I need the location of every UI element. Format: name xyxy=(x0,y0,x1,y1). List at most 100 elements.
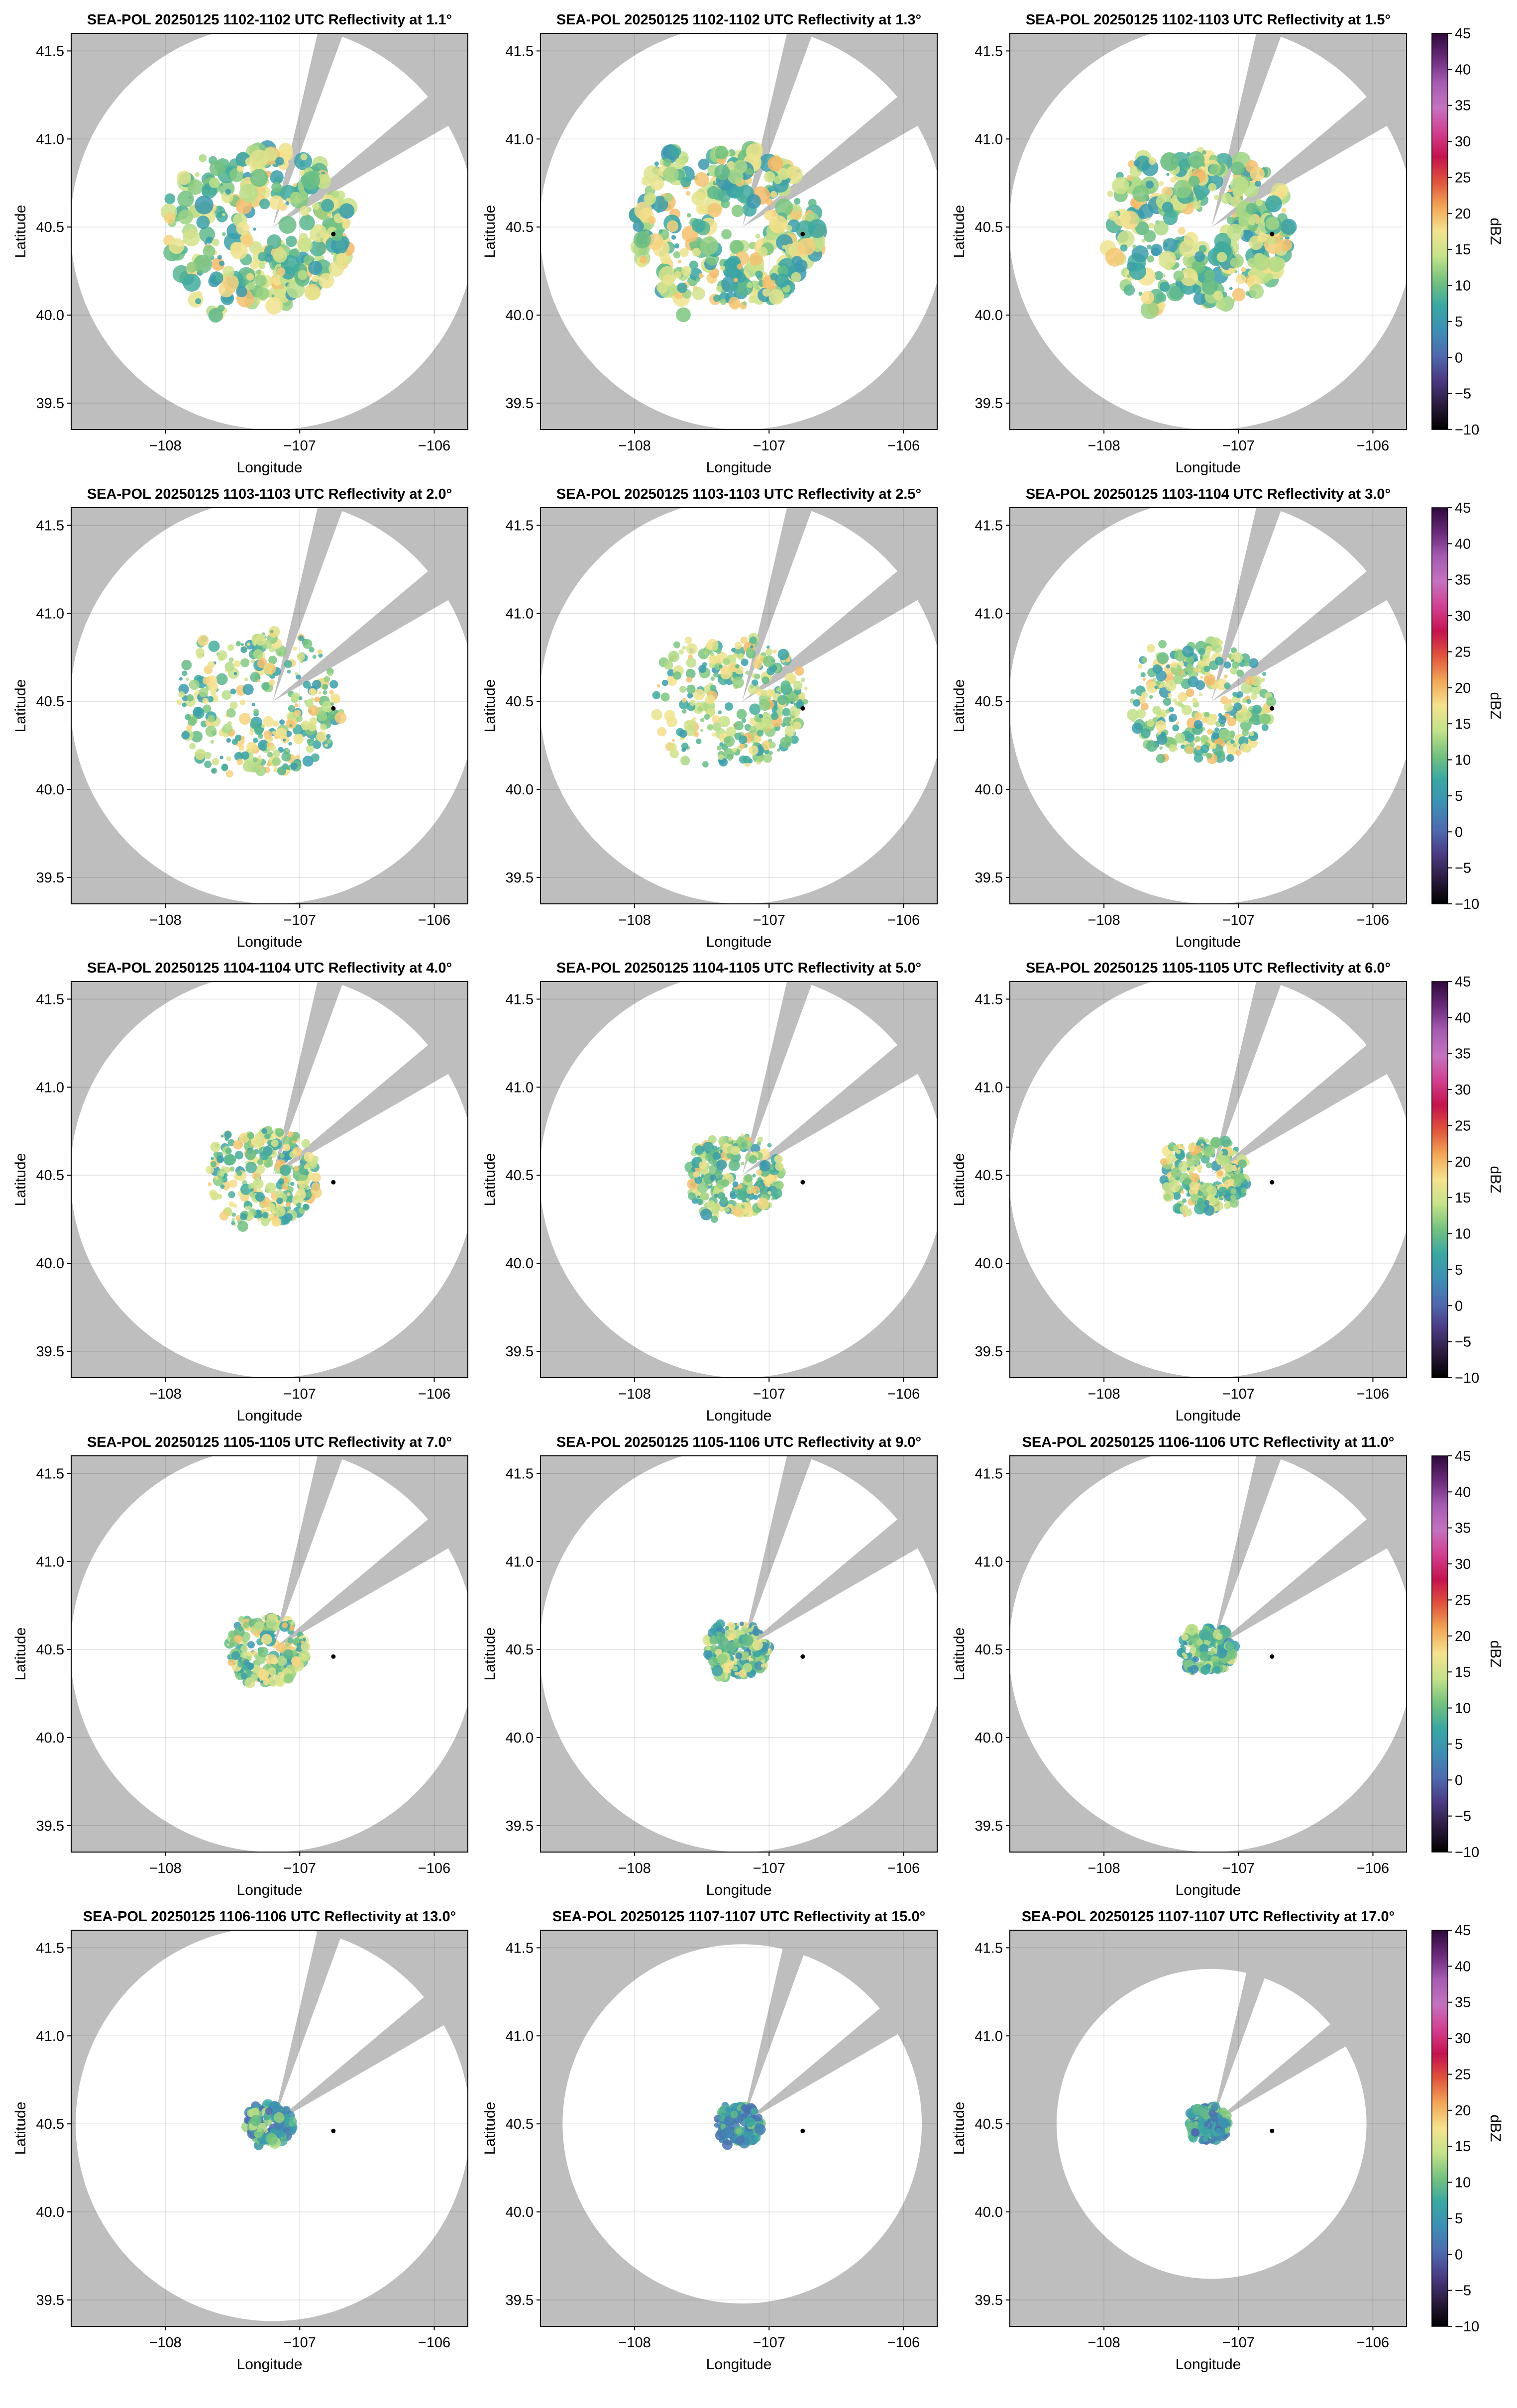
echo-cell xyxy=(227,1659,234,1666)
echo-cell xyxy=(1227,223,1244,241)
echo-cell xyxy=(690,719,696,725)
echo-cell xyxy=(1186,1158,1195,1167)
echo-cell xyxy=(1192,1656,1199,1663)
y-tick-label: 41.5 xyxy=(506,991,534,1007)
echo-cell xyxy=(1256,199,1263,207)
echo-cell xyxy=(286,1192,291,1197)
echo-cell xyxy=(289,724,293,728)
echo-cell xyxy=(1182,1198,1187,1203)
echo-cell xyxy=(252,757,258,763)
x-tick-label: −107 xyxy=(284,2335,316,2351)
echo-cell xyxy=(1216,1647,1227,1658)
echo-cell xyxy=(1173,1192,1181,1200)
echo-cell xyxy=(1158,640,1167,649)
echo-cell xyxy=(1220,696,1229,705)
echo-cell xyxy=(222,275,239,291)
echo-cell xyxy=(769,1166,774,1170)
echo-cell xyxy=(1152,706,1161,715)
x-tick-label: −106 xyxy=(1357,1386,1389,1402)
echo-cell xyxy=(725,2107,730,2112)
echo-cell xyxy=(223,1173,228,1178)
echo-cell xyxy=(774,707,778,710)
x-axis-label: Longitude xyxy=(706,2356,772,2373)
echo-cell xyxy=(671,235,676,240)
y-axis-label: Latitude xyxy=(482,1628,498,1681)
echo-cell xyxy=(202,697,209,704)
echo-cell xyxy=(712,732,716,737)
echo-cell xyxy=(657,684,660,688)
echo-cell xyxy=(271,1133,276,1138)
axes-frame xyxy=(71,507,468,904)
echo-cell xyxy=(237,1220,248,1232)
echo-cell xyxy=(700,236,719,255)
panel-title: SEA-POL 20250125 1102-1102 UTC Reflectiv… xyxy=(556,12,921,28)
echo-cell xyxy=(1224,1163,1234,1173)
echo-cell xyxy=(749,636,757,645)
echo-cell xyxy=(696,188,708,200)
echo-cell xyxy=(227,1139,235,1147)
x-axis-label: Longitude xyxy=(237,1408,303,1424)
echo-cell xyxy=(230,242,248,260)
echo-cell xyxy=(247,1662,254,1670)
echo-cell xyxy=(1192,2128,1200,2137)
radar-panel: SEA-POL 20250125 1107-1107 UTC Reflectiv… xyxy=(951,1909,1407,2373)
echo-cell xyxy=(1206,729,1213,735)
echo-cell xyxy=(270,170,284,184)
y-tick-label: 41.0 xyxy=(975,1080,1003,1095)
echo-cell xyxy=(647,216,656,224)
x-tick-label: −108 xyxy=(149,2335,181,2351)
echo-cell xyxy=(764,171,775,183)
y-tick-label: 41.5 xyxy=(975,43,1003,59)
echo-cell xyxy=(1261,724,1269,731)
reflectivity-echo xyxy=(651,633,808,767)
echo-cell xyxy=(221,191,233,204)
x-tick-label: −107 xyxy=(1222,912,1255,928)
echo-cell xyxy=(712,645,719,651)
y-tick-label: 41.5 xyxy=(36,518,64,534)
y-tick-label: 41.0 xyxy=(506,131,534,147)
echo-cell xyxy=(210,1161,217,1168)
echo-cell xyxy=(730,2110,738,2119)
echo-cell xyxy=(680,176,691,188)
echo-cell xyxy=(266,1217,272,1223)
echo-cell xyxy=(1169,706,1174,712)
echo-cell xyxy=(662,274,674,286)
echo-cell xyxy=(297,1138,301,1141)
echo-cell xyxy=(731,205,744,218)
echo-cell xyxy=(687,213,691,218)
echo-cell xyxy=(1216,252,1227,262)
echo-cell xyxy=(208,308,223,323)
echo-cell xyxy=(748,1190,753,1195)
echo-cell xyxy=(745,2117,755,2127)
echo-cell xyxy=(735,2128,742,2134)
echo-cell xyxy=(183,273,201,292)
x-tick-label: −107 xyxy=(1222,438,1255,454)
echo-cell xyxy=(705,694,715,705)
radar-panel: SEA-POL 20250125 1107-1107 UTC Reflectiv… xyxy=(482,1909,938,2373)
echo-cell xyxy=(1244,1174,1248,1178)
echo-cell xyxy=(675,157,686,169)
echo-cell xyxy=(1123,284,1135,296)
echo-cell xyxy=(1185,655,1194,664)
echo-cell xyxy=(1186,1624,1198,1636)
y-tick-label: 41.5 xyxy=(975,1940,1003,1956)
echo-cell xyxy=(693,732,699,737)
echo-cell xyxy=(1199,1651,1209,1661)
echo-cell xyxy=(301,1139,311,1148)
echo-cell xyxy=(1120,244,1128,252)
echo-cell xyxy=(699,1161,707,1170)
echo-cell xyxy=(1175,733,1186,744)
echo-cell xyxy=(672,147,681,156)
panel-title: SEA-POL 20250125 1106-1106 UTC Reflectiv… xyxy=(83,1909,456,1925)
echo-cell xyxy=(164,193,176,205)
echo-cell xyxy=(1191,1194,1199,1203)
y-tick-label: 41.0 xyxy=(36,2028,64,2044)
echo-cell xyxy=(765,689,774,698)
echo-cell xyxy=(1171,1167,1182,1178)
colorbar-tick-label: −5 xyxy=(1455,1809,1471,1825)
echo-cell xyxy=(698,665,707,673)
echo-cell xyxy=(293,183,297,187)
echo-cell xyxy=(644,192,656,205)
x-axis-label: Longitude xyxy=(1176,1408,1241,1424)
radar-panel: SEA-POL 20250125 1104-1104 UTC Reflectiv… xyxy=(12,960,468,1424)
